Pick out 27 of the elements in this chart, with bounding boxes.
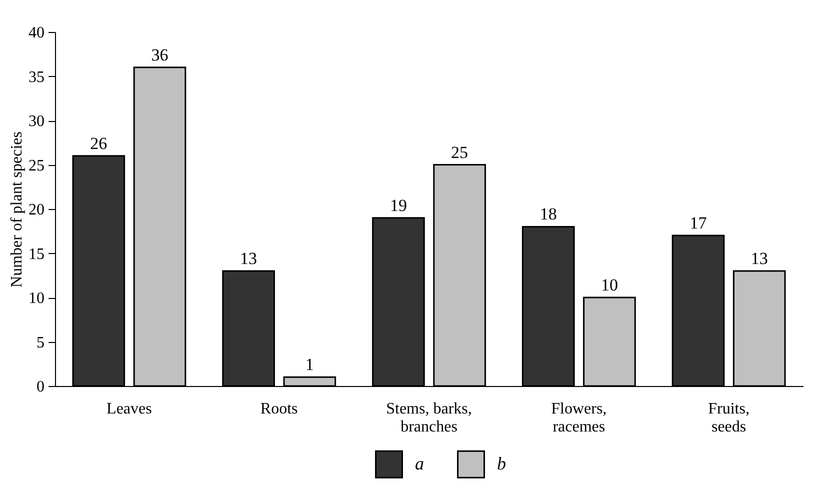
data-label: 18 [540, 204, 557, 224]
x-tick-label: Roots [260, 400, 298, 418]
data-label: 26 [90, 134, 108, 153]
y-tick-label: 5 [36, 334, 44, 352]
y-tick-label: 30 [28, 113, 44, 130]
y-tick-label: 15 [28, 246, 44, 263]
data-label: 19 [390, 196, 407, 215]
y-tick-label: 20 [28, 202, 44, 218]
data-label: 13 [750, 248, 768, 268]
data-label: 36 [151, 45, 168, 64]
data-label: 17 [690, 214, 708, 233]
y-tick-label: 10 [28, 290, 44, 307]
y-tick-label: 40 [28, 24, 44, 42]
legend-label: a [415, 453, 424, 474]
data-label: 13 [240, 248, 258, 268]
x-tick-label: Fruits, seeds [708, 400, 750, 436]
y-tick-label: 25 [28, 157, 44, 174]
data-label: 25 [451, 142, 468, 162]
x-tick-label: Flowers, racemes [551, 400, 607, 436]
x-tick-label: Leaves [106, 400, 152, 418]
data-label: 10 [600, 276, 618, 294]
y-tick-label: 0 [36, 378, 44, 396]
y-tick-label: 35 [28, 68, 44, 86]
legend-label: b [497, 453, 506, 474]
y-axis-title: Number of plant species [8, 132, 26, 288]
data-label: 1 [305, 355, 314, 374]
x-tick-label: Stems, barks, branches [386, 400, 472, 436]
